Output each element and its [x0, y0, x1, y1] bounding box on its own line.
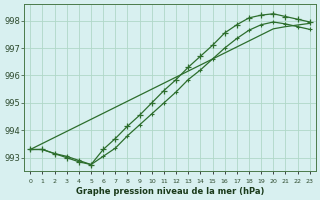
X-axis label: Graphe pression niveau de la mer (hPa): Graphe pression niveau de la mer (hPa) — [76, 187, 264, 196]
